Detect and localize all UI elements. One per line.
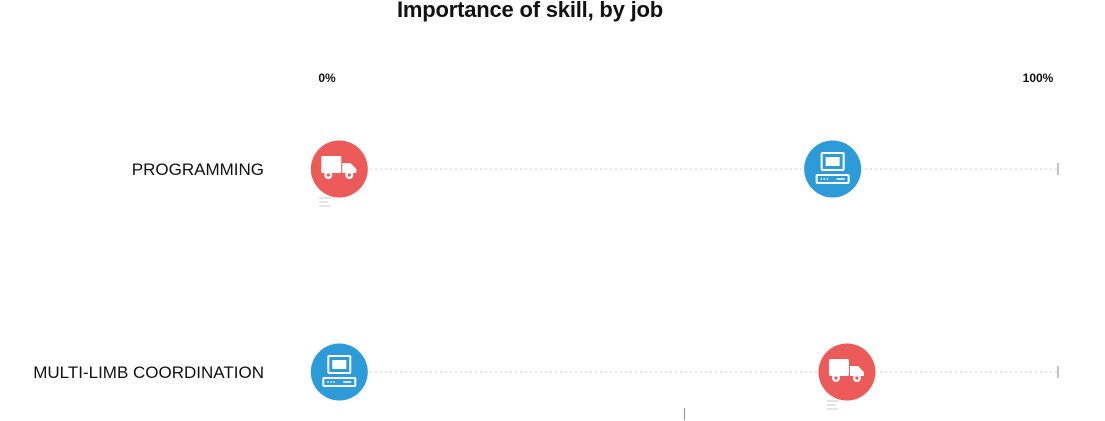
- computer-icon: [815, 152, 850, 184]
- chart-title: Importance of skill, by job: [397, 0, 663, 22]
- marker-layer: [310, 140, 876, 410]
- computer-job-marker: [804, 140, 862, 198]
- x-tick-label: 100%: [1023, 71, 1054, 85]
- delivery-truck-icon: [321, 156, 357, 179]
- computer-icon: [322, 355, 357, 387]
- marker-caption-placeholder: [826, 400, 839, 410]
- row-label: PROGRAMMING: [132, 160, 264, 179]
- delivery-truck-icon: [828, 359, 864, 382]
- truck-job-marker: [310, 140, 368, 198]
- row-label: MULTI-LIMB COORDINATION: [33, 363, 264, 382]
- computer-job-marker: [310, 343, 368, 401]
- x-tick-label: 0%: [318, 71, 336, 85]
- axis-layer: 0% 100%: [318, 71, 1054, 420]
- truck-job-marker: [818, 343, 876, 401]
- marker-caption-placeholder: [319, 197, 332, 207]
- row-layer: PROGRAMMING MULTI-LIMB COORDINATION: [33, 160, 1059, 382]
